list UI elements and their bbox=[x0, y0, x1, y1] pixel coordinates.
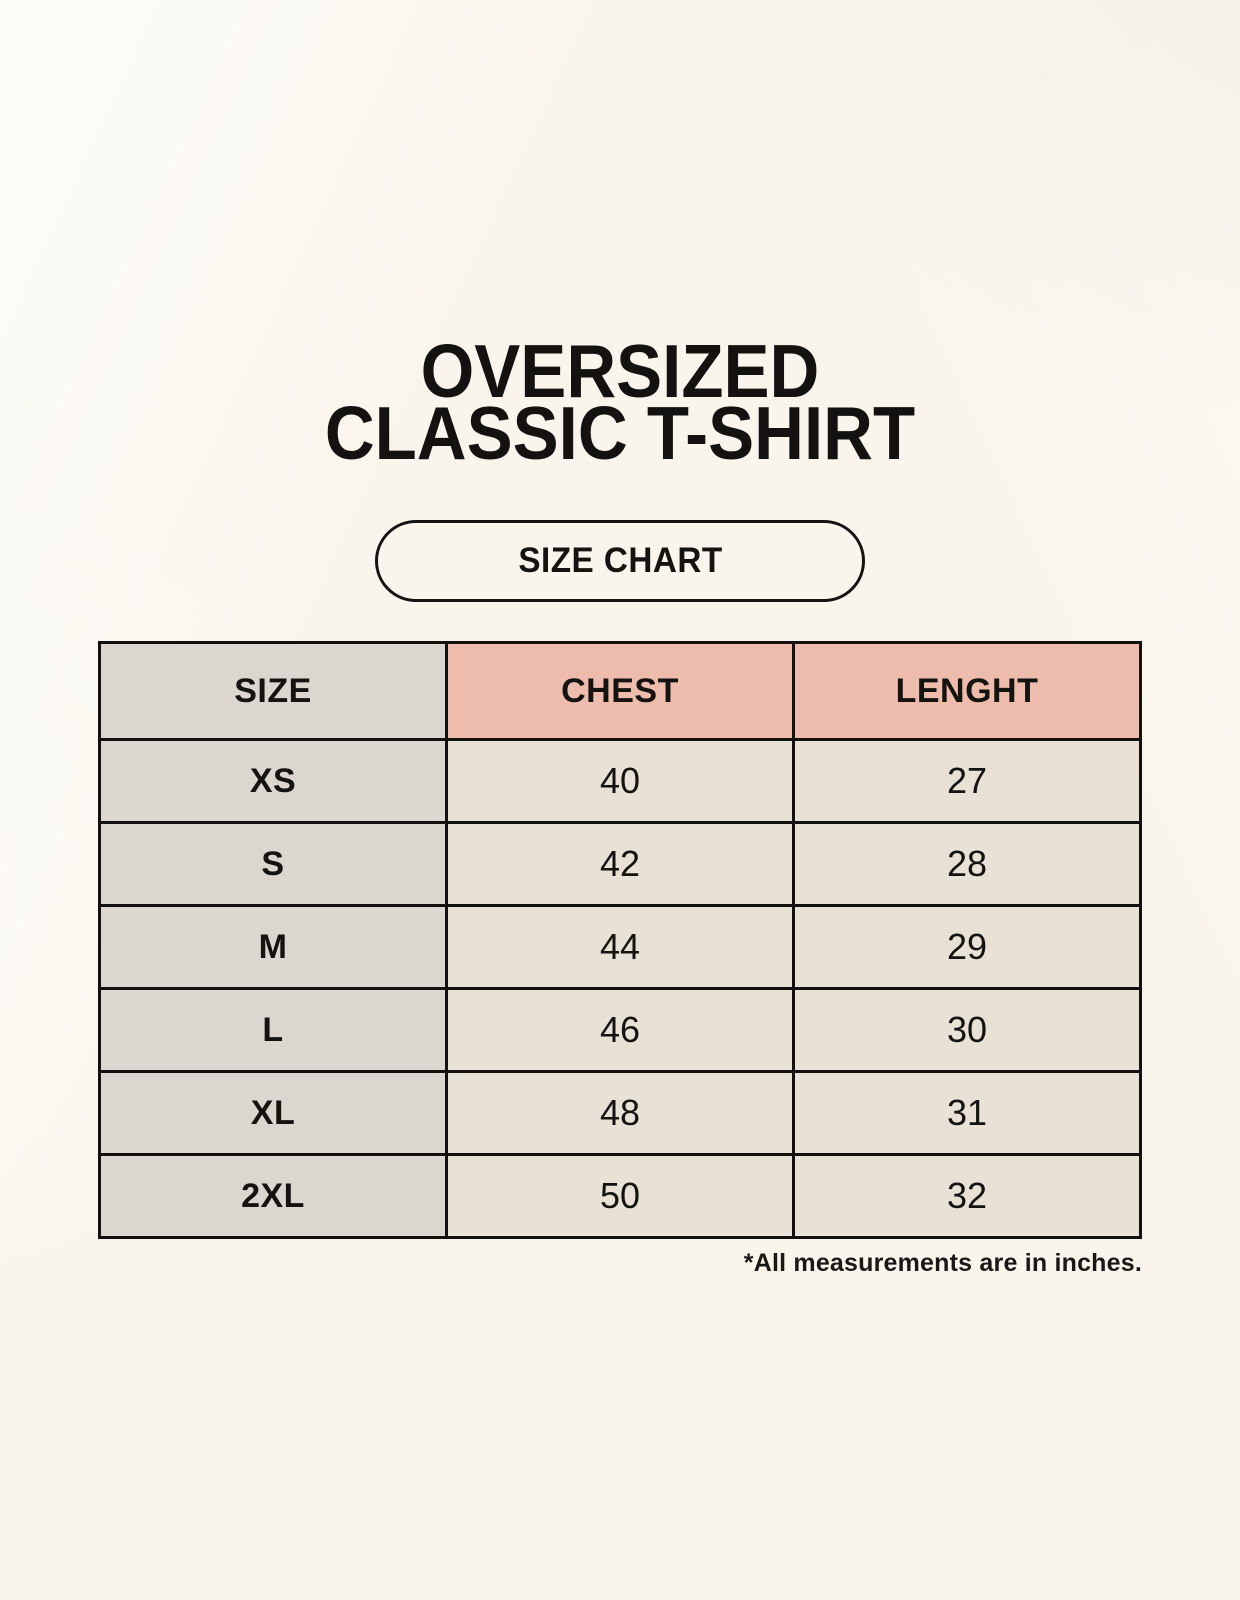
lenght-cell: 32 bbox=[792, 1153, 1142, 1239]
chest-cell: 42 bbox=[445, 821, 795, 907]
title-block: OVERSIZED CLASSIC T-SHIRT bbox=[0, 0, 1240, 475]
table-row-m: M 44 29 bbox=[98, 904, 1142, 990]
header-cell-lenght: LENGHT bbox=[792, 641, 1142, 741]
size-chart-button-label: SIZE CHART bbox=[517, 541, 723, 580]
header-cell-chest: CHEST bbox=[445, 641, 795, 741]
table-row-xs: XS 40 27 bbox=[98, 738, 1142, 824]
chest-cell: 44 bbox=[445, 904, 795, 990]
table-row-s: S 42 28 bbox=[98, 821, 1142, 907]
lenght-cell: 27 bbox=[792, 738, 1142, 824]
chest-cell: 50 bbox=[445, 1153, 795, 1239]
size-chart-table: SIZE CHEST LENGHT XS 40 27 S 42 28 M 44 … bbox=[98, 641, 1142, 1239]
page-title-line-1: OVERSIZED bbox=[420, 329, 820, 413]
chest-cell: 40 bbox=[445, 738, 795, 824]
lenght-cell: 30 bbox=[792, 987, 1142, 1073]
size-cell: M bbox=[98, 904, 448, 990]
lenght-cell: 29 bbox=[792, 904, 1142, 990]
lenght-cell: 31 bbox=[792, 1070, 1142, 1156]
chest-cell: 46 bbox=[445, 987, 795, 1073]
chest-cell: 48 bbox=[445, 1070, 795, 1156]
table-header-row: SIZE CHEST LENGHT bbox=[98, 641, 1142, 741]
table-row-2xl: 2XL 50 32 bbox=[98, 1153, 1142, 1239]
page-title: OVERSIZED CLASSIC T-SHIRT bbox=[0, 329, 1240, 475]
table-row-l: L 46 30 bbox=[98, 987, 1142, 1073]
page-title-line-2: CLASSIC T-SHIRT bbox=[324, 391, 916, 475]
size-chart-button[interactable]: SIZE CHART bbox=[375, 520, 865, 602]
header-cell-size: SIZE bbox=[98, 641, 448, 741]
size-cell: 2XL bbox=[98, 1153, 448, 1239]
size-cell: XS bbox=[98, 738, 448, 824]
size-cell: L bbox=[98, 987, 448, 1073]
table-row-xl: XL 48 31 bbox=[98, 1070, 1142, 1156]
measurements-footnote: *All measurements are in inches. bbox=[743, 1249, 1142, 1277]
lenght-cell: 28 bbox=[792, 821, 1142, 907]
size-cell: XL bbox=[98, 1070, 448, 1156]
size-cell: S bbox=[98, 821, 448, 907]
